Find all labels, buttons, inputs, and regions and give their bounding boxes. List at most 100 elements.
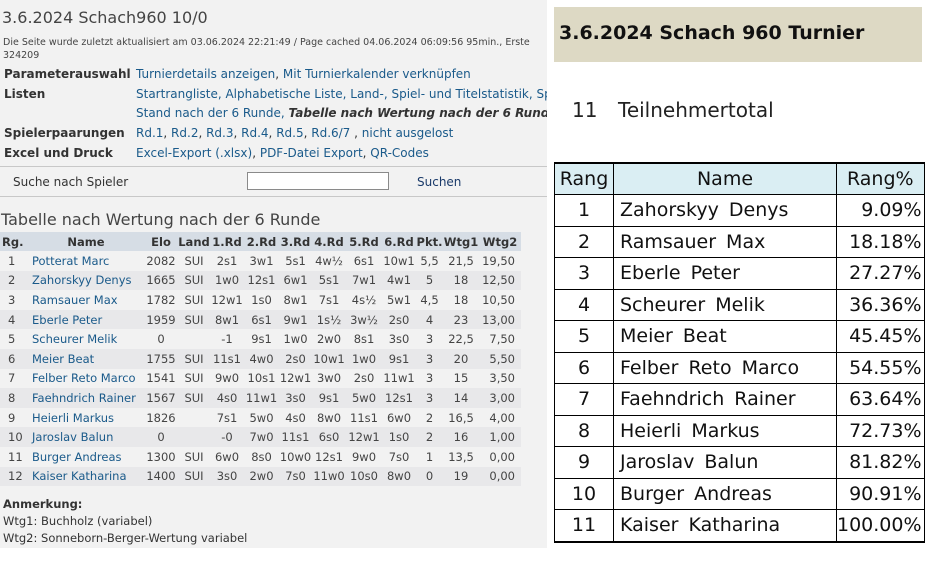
player-name-link[interactable]: Felber Reto Marco — [28, 368, 144, 389]
player-name-link[interactable]: Jaroslav Balun — [28, 427, 144, 447]
table-cell — [178, 329, 210, 349]
ranking-column-header: Rang% — [836, 162, 925, 195]
table-cell: 8w1 — [210, 309, 244, 330]
table-cell: 5w0 — [346, 388, 382, 408]
player-name-link[interactable]: Kaiser Katharina — [28, 466, 144, 487]
table-cell: 3s0 — [210, 466, 244, 487]
excel-export-link[interactable]: Excel-Export (.xlsx) — [136, 146, 253, 160]
column-header[interactable]: Rg. — [0, 232, 28, 251]
qr-codes-link[interactable]: QR-Codes — [370, 146, 429, 160]
standings-header-row: Rg. Name Elo Land 1.Rd 2.Rd 3.Rd 4.Rd 5.… — [0, 232, 521, 251]
column-header[interactable]: Elo — [144, 232, 178, 251]
player-name-link[interactable]: Ramsauer Max — [28, 290, 144, 310]
player-name-link[interactable]: Heierli Markus — [28, 407, 144, 428]
table-cell: 8w0 — [382, 466, 416, 487]
round-2-link[interactable]: Rd.2 — [171, 126, 199, 140]
table-cell: 1959 — [144, 309, 178, 330]
rank-cell: 8 — [554, 415, 614, 447]
column-header[interactable]: 2.Rd — [244, 232, 279, 251]
table-cell: 8w1 — [279, 290, 312, 310]
player-name-link[interactable]: Burger Andreas — [28, 446, 144, 467]
table-cell: 5w0 — [244, 407, 279, 428]
column-header[interactable]: Land — [178, 232, 210, 251]
round-4-link[interactable]: Rd.4 — [241, 126, 269, 140]
column-header[interactable]: Pkt. — [416, 232, 443, 251]
pairings-label: Spielerpaarungen — [4, 126, 125, 140]
rank-cell: 7 — [554, 383, 614, 416]
rank-percent-cell: 90.91% — [836, 478, 925, 510]
rank-percent-cell: 54.55% — [836, 352, 925, 384]
table-cell: 6w1 — [279, 270, 312, 291]
player-name-link[interactable]: Potterat Marc — [28, 251, 144, 271]
table-cell: 4s½ — [346, 290, 382, 310]
table-cell: 2s1 — [210, 251, 244, 271]
column-header[interactable]: 6.Rd — [382, 232, 416, 251]
column-header[interactable]: 5.Rd — [346, 232, 382, 251]
table-cell: 15 — [443, 368, 479, 389]
player-search-input[interactable] — [247, 172, 389, 190]
pdf-export-link[interactable]: PDF-Datei Export — [259, 146, 363, 160]
table-cell: 4,00 — [479, 407, 521, 428]
round-3-link[interactable]: Rd.3 — [206, 126, 234, 140]
table-cell: 9s1 — [312, 388, 346, 408]
table-cell: 6s1 — [244, 309, 279, 330]
player-name-link[interactable]: Scheurer Melik — [28, 329, 144, 349]
rank-percent-cell: 27.27% — [836, 257, 925, 290]
name-cell: Burger Andreas — [613, 478, 837, 510]
round-6-7-link[interactable]: Rd.6/7 — [311, 126, 351, 140]
player-name-link[interactable]: Faehndrich Rainer — [28, 388, 144, 408]
column-header[interactable]: Wtg2 — [479, 232, 521, 251]
column-header[interactable]: 3.Rd — [279, 232, 312, 251]
calendar-link[interactable]: Mit Turnierkalender verknüpfen — [282, 67, 471, 81]
table-cell: 1 — [0, 251, 28, 271]
table-cell: 10s0 — [346, 466, 382, 487]
table-cell: 13,5 — [443, 446, 479, 467]
update-info: Die Seite wurde zuletzt aktualisiert am … — [3, 36, 547, 62]
name-cell: Faehndrich Rainer — [613, 383, 837, 416]
summary-panel: 3.6.2024 Schach 960 Turnier 11 Teilnehmer… — [554, 0, 927, 561]
table-cell: 8w0 — [312, 407, 346, 428]
rank-percent-cell: 100.00% — [836, 509, 925, 543]
search-button[interactable]: Suchen — [417, 175, 462, 189]
round-1-link[interactable]: Rd.1 — [136, 126, 164, 140]
table-cell: -1 — [210, 329, 244, 349]
round-5-link[interactable]: Rd.5 — [276, 126, 304, 140]
column-header[interactable]: 1.Rd — [210, 232, 244, 251]
table-cell: 16 — [443, 427, 479, 447]
table-row: 4 Eberle Peter 1959 SUI 8w1 6s1 9w1 1s½ 3w½ 2s0 4 2… — [0, 309, 521, 330]
player-name-link[interactable]: Eberle Peter — [28, 309, 144, 330]
player-name-link[interactable]: Meier Beat — [28, 348, 144, 369]
table-cell: 9w0 — [210, 368, 244, 389]
ranking-row: 5 Meier Beat 45.45% — [554, 320, 925, 353]
table-cell: 3,50 — [479, 368, 521, 389]
ranking-row: 9 Jaroslav Balun 81.82% — [554, 446, 925, 479]
column-header[interactable]: Wtg1 — [443, 232, 479, 251]
table-cell: 2s0 — [279, 348, 312, 369]
column-header[interactable]: 4.Rd — [312, 232, 346, 251]
table-cell: 1w0 — [210, 270, 244, 291]
table-cell: 5s1 — [312, 270, 346, 291]
table-cell: 10w1 — [382, 251, 416, 271]
table-cell: 1,00 — [479, 427, 521, 447]
standings-after-round-link[interactable]: Stand nach der 6 Runde, — [136, 106, 285, 120]
table-cell: 10s1 — [244, 368, 279, 389]
table-row: 9 Heierli Markus 1826 7s1 5w0 4s0 8w0 11s1 6w0 2 1… — [0, 407, 521, 428]
table-cell: SUI — [178, 446, 210, 467]
table-cell: 2s0 — [346, 368, 382, 389]
table-cell: 2082 — [144, 251, 178, 271]
table-cell: 3,00 — [479, 388, 521, 408]
name-cell: Heierli Markus — [613, 415, 837, 447]
chess-results-panel: 3.6.2024 Schach960 10/0 Die Seite wurde … — [0, 0, 547, 548]
not-drawn-link[interactable]: nicht ausgelost — [361, 126, 454, 140]
name-cell: Ramsauer Max — [613, 226, 837, 258]
notes: Anmerkung: Wtg1: Buchholz (variabel) Wtg… — [3, 496, 247, 547]
ranking-row: 4 Scheurer Melik 36.36% — [554, 289, 925, 321]
lists-links[interactable]: Startrangliste, Alphabetische Liste, Lan… — [136, 87, 547, 101]
table-cell: 1755 — [144, 348, 178, 369]
table-cell: 7,50 — [479, 329, 521, 349]
table-cell: 11w1 — [382, 368, 416, 389]
rank-percent-cell: 36.36% — [836, 289, 925, 321]
tournament-details-link[interactable]: Turnierdetails anzeigen — [136, 67, 276, 81]
player-name-link[interactable]: Zahorskyy Denys — [28, 270, 144, 291]
column-header[interactable]: Name — [28, 232, 144, 251]
